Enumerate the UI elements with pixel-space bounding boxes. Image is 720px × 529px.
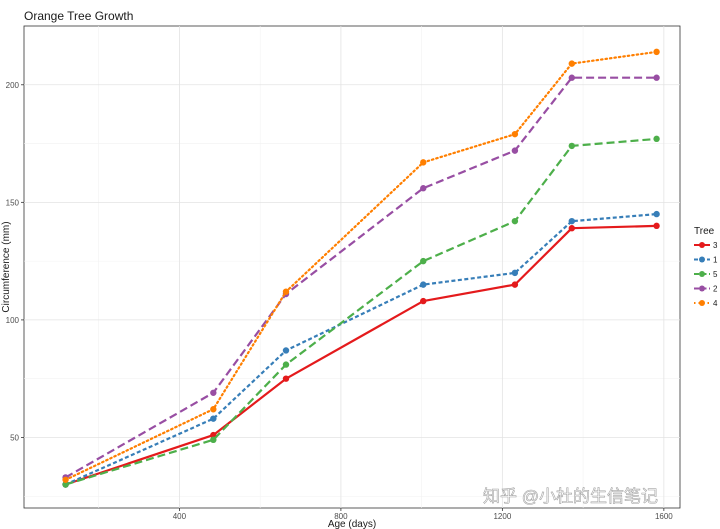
- y-tick-label: 150: [6, 198, 20, 207]
- data-point: [568, 225, 576, 232]
- data-point: [568, 60, 576, 67]
- x-axis-label: Age (days): [328, 519, 376, 529]
- data-point: [282, 288, 290, 295]
- data-point: [568, 217, 576, 225]
- data-point: [282, 375, 290, 382]
- data-point: [62, 481, 69, 488]
- data-point: [653, 135, 660, 143]
- series-line: [65, 76, 657, 479]
- data-point: [420, 185, 427, 192]
- data-point: [511, 217, 519, 225]
- data-point: [653, 210, 660, 218]
- y-axis-label: Circumference (mm): [1, 221, 12, 312]
- data-point: [420, 281, 427, 288]
- x-tick-label: 800: [334, 512, 348, 521]
- data-point: [62, 476, 69, 483]
- data-point: [511, 147, 519, 154]
- data-point: [210, 415, 217, 422]
- legend-label: 1: [713, 256, 718, 265]
- series-5: [62, 135, 660, 488]
- y-tick-label: 200: [6, 81, 20, 90]
- legend-label: 5: [713, 270, 718, 279]
- series-2: [62, 74, 660, 481]
- chart-title: Orange Tree Growth: [24, 9, 133, 23]
- data-point: [282, 361, 290, 368]
- y-tick-label: 100: [6, 316, 20, 325]
- axis-ticks: 400 800 1200 1600 50 100 150 200: [6, 81, 674, 521]
- legend-label: 3: [713, 241, 718, 250]
- legend-label: 2: [713, 285, 718, 294]
- series-line: [65, 213, 657, 486]
- legend-key-point: [699, 256, 705, 263]
- series-4: [62, 48, 660, 483]
- series-line: [65, 137, 657, 486]
- data-point: [420, 297, 427, 305]
- legend-label: 4: [713, 299, 718, 308]
- data-point: [210, 389, 217, 396]
- data-point: [511, 281, 519, 288]
- series-1: [62, 210, 660, 488]
- data-point: [210, 436, 217, 444]
- data-point: [653, 74, 660, 81]
- data-point: [653, 222, 660, 230]
- data-point: [568, 142, 576, 150]
- legend-key-point: [699, 271, 705, 277]
- data-point: [420, 257, 427, 265]
- legend: 3 1 5 2 4: [694, 241, 718, 308]
- series-line: [64, 50, 658, 481]
- series-3: [62, 222, 660, 488]
- data-point: [420, 159, 427, 166]
- x-tick-label: 1600: [655, 512, 673, 521]
- grid: [24, 26, 680, 508]
- data-point: [210, 406, 217, 413]
- data-point: [653, 48, 660, 56]
- series-group: [62, 48, 660, 488]
- data-point: [282, 347, 290, 354]
- series-line: [65, 224, 657, 486]
- legend-title: Tree: [694, 226, 715, 237]
- watermark: 知乎 @小杜的生信笔记: [483, 487, 658, 506]
- legend-key-point: [699, 300, 705, 306]
- x-tick-label: 400: [173, 512, 187, 521]
- data-point: [511, 130, 519, 138]
- data-point: [568, 74, 576, 81]
- legend-key-point: [699, 285, 705, 292]
- y-tick-label: 50: [10, 433, 19, 442]
- legend-key-point: [699, 242, 705, 248]
- plot-panel: [23, 25, 681, 509]
- data-point: [511, 269, 519, 277]
- x-tick-label: 1200: [493, 512, 511, 521]
